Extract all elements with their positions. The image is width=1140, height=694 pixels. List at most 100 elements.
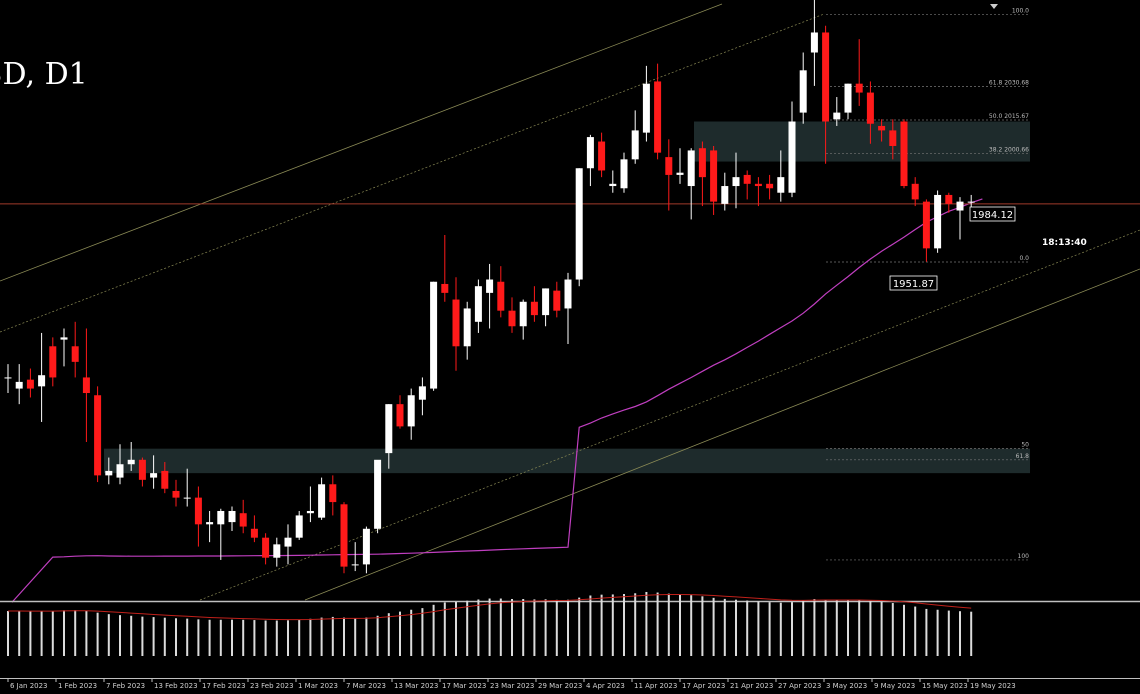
candle-body [340,504,348,567]
oscillator-bar [443,602,446,656]
candle [945,192,953,213]
candle-body [967,201,975,203]
candle [463,301,471,360]
low-price-label: 1951.87 [889,275,938,291]
time-tick-label: 3 May 2023 [826,682,867,690]
oscillator-bar [466,600,469,656]
candle-body [586,137,594,169]
time-tick-label: 23 Feb 2023 [250,682,294,690]
candle-body [206,522,214,525]
candle-body [396,404,404,427]
candle [519,299,527,340]
candle [49,337,57,387]
candle-body [295,515,303,538]
time-axis: 6 Jan 2023 1 Feb 2023 7 Feb 2023 13 Feb 202… [7,678,1016,690]
candle [161,462,169,494]
candle [631,110,639,164]
candle [934,190,942,253]
candle [878,119,886,142]
oscillator-bar [679,594,681,656]
shift-arrow-icon[interactable] [990,4,998,9]
candle-body [250,528,258,538]
candle-body [486,279,494,293]
oscillator-bar [242,619,245,656]
oscillator-bar [365,617,368,656]
candle-body [631,130,639,160]
oscillator-bar [275,620,278,656]
candle [788,101,796,198]
candle-body [620,159,628,189]
fib-top-label-0: 100.0 [1012,8,1029,15]
candle-body [407,395,415,427]
candle-body [329,484,337,503]
oscillator-bar [387,613,390,656]
oscillator-bar [331,616,334,656]
channel-lower-line [304,268,1140,601]
time-tick-label: 7 Mar 2023 [346,682,386,690]
oscillator-bar [488,598,491,656]
oscillator-bar [7,611,9,656]
candle [810,0,818,86]
candle-body [116,464,124,478]
oscillator-bar [914,606,917,656]
candle [844,83,852,120]
oscillator-bar [835,599,838,656]
oscillator-bar [824,599,827,656]
candle-body [822,32,830,122]
candle [799,52,807,124]
candlesticks [4,0,975,574]
candle [407,388,415,440]
oscillator-bar [421,608,424,656]
candle [967,194,975,209]
candle-body [82,377,90,394]
candle-body [306,510,314,514]
oscillator-bar [141,616,144,656]
candle-body [430,281,438,389]
time-tick-label: 7 Feb 2023 [106,682,145,690]
candle [777,150,785,202]
candle-body [194,497,202,525]
candle-body [172,490,180,498]
candle [710,145,718,215]
supply-demand-zones [104,121,1030,474]
candle-body [474,286,482,322]
candle-body [743,174,751,184]
moving-average-line [11,198,983,603]
candle-body [284,537,292,547]
candle-body [934,194,942,249]
candle [116,444,124,485]
candle [452,277,460,371]
chart-labels: SD, D1 1984.12 1951.87 18:13:40 [0,4,1087,291]
oscillator-bar [432,604,435,656]
candle-body [127,459,135,465]
time-tick-label: 1 Feb 2023 [58,682,97,690]
oscillator-bar [869,600,872,656]
candle [194,486,202,547]
candle [766,174,774,200]
candle-body [362,528,370,565]
candle [38,332,46,422]
oscillator-bar [96,612,99,656]
candle-body [519,301,527,327]
candle [698,141,706,207]
candle-body [138,459,146,480]
fib-top-label-1: 61.8 2030.68 [989,80,1029,87]
oscillator-bar [645,591,648,656]
candle-body [732,177,740,187]
candle-body [441,283,449,293]
oscillator-bar [477,599,480,656]
candle [676,148,684,184]
candle [530,286,538,322]
oscillator-bar [119,615,121,656]
candle-body [49,346,57,378]
oscillator-bar [959,611,961,656]
candle [94,386,102,483]
oscillator-bar [376,615,379,656]
candle-body [239,513,247,527]
candle [340,502,348,574]
oscillator-bar [208,619,211,656]
candle [374,459,382,534]
candle-body [4,377,12,379]
oscillator-bar [858,600,861,656]
